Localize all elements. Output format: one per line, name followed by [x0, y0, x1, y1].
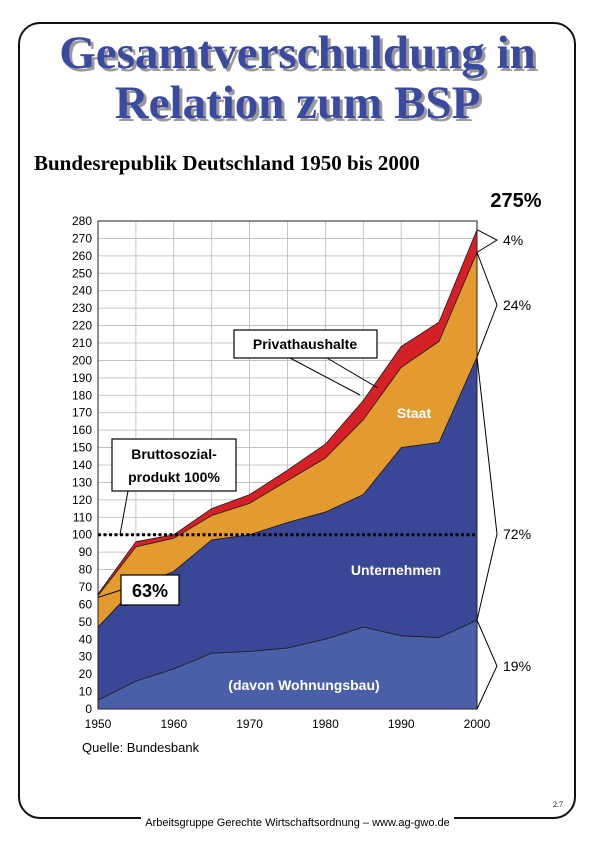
title-line-2: Relation zum BSP: [114, 77, 481, 129]
share-private-bracket: [476, 229, 499, 253]
end-total-label: 275%: [490, 190, 541, 212]
x-tick-label: 1950: [85, 717, 112, 731]
x-tick-label: 1970: [236, 717, 263, 731]
source-note: Quelle: Bundesbank: [82, 740, 200, 755]
footer-text: Arbeitsgruppe Gerechte Wirtschaftsordnun…: [141, 817, 454, 829]
y-tick-label: 90: [79, 545, 93, 559]
y-tick-label: 140: [72, 458, 92, 472]
share-housing-bracket: [476, 619, 498, 710]
area-wohnungsbau: [97, 619, 478, 710]
reference-label-line-2: produkt 100%: [128, 469, 220, 485]
start-total-pointer: [97, 589, 122, 598]
privathaushalte-pointer-1: [289, 357, 361, 396]
privathaushalte-pointer-2: [326, 357, 379, 389]
y-tick-label: 160: [72, 423, 92, 437]
y-tick-label: 50: [79, 615, 93, 629]
privathaushalte-callout: [233, 329, 378, 359]
y-tick-label: 130: [72, 475, 92, 489]
y-tick-label: 60: [79, 597, 93, 611]
y-tick-label: 20: [79, 667, 93, 681]
start-total-label: 63%: [132, 581, 168, 601]
reference-line-callout: [111, 438, 237, 492]
privathaushalte-label: Privathaushalte: [253, 336, 357, 352]
footer: Arbeitsgruppe Gerechte Wirtschaftsordnun…: [0, 817, 595, 829]
share-companies-label: 72%: [503, 526, 531, 542]
wohnungsbau-label: (davon Wohnungsbau): [228, 677, 379, 693]
y-tick-label: 210: [72, 336, 92, 350]
y-tick-label: 30: [79, 650, 93, 664]
chart-areas: [97, 229, 478, 710]
y-tick-label: 150: [72, 441, 92, 455]
y-tick-label: 240: [72, 284, 92, 298]
share-private-label: 4%: [503, 232, 523, 248]
chart-annotations: Bruttosozial-produkt 100% 63% 275% Privatha…: [97, 190, 542, 710]
start-total-box: [120, 574, 180, 606]
y-tick-label: 190: [72, 371, 92, 385]
y-tick-label: 230: [72, 301, 92, 315]
plot-frame: [97, 220, 478, 710]
share-state-bracket: [476, 252, 498, 358]
chart-subtitle: Bundesrepublik Deutschland 1950 bis 2000: [34, 151, 420, 175]
y-tick-label: 110: [73, 510, 92, 524]
y-tick-label: 80: [79, 563, 93, 577]
y-tick-label: 120: [72, 493, 92, 507]
y-tick-label: 220: [72, 319, 92, 333]
x-tick-label: 2000: [464, 717, 491, 731]
y-tick-label: 100: [72, 528, 92, 542]
reference-callout-pointer: [119, 490, 129, 535]
title-line-1: Gesamtverschuldung in: [59, 27, 536, 79]
y-tick-label: 0: [85, 702, 92, 716]
y-tick-label: 280: [72, 214, 92, 228]
chart-axes: 0 10 20 30 40 50 60 70 80 90 100 110 120 130 140 150 160…: [72, 214, 491, 731]
share-housing-label: 19%: [503, 658, 531, 674]
x-tick-label: 1980: [312, 717, 339, 731]
y-tick-label: 70: [79, 580, 93, 594]
y-tick-label: 270: [72, 231, 92, 245]
y-tick-label: 250: [72, 266, 92, 280]
y-tick-label: 170: [72, 406, 92, 420]
reference-label-line-1: Bruttosozial-: [131, 446, 217, 462]
y-tick-label: 180: [72, 388, 92, 402]
x-tick-label: 1960: [160, 717, 187, 731]
page-number: 2.7: [553, 800, 563, 809]
share-state-label: 24%: [503, 297, 531, 313]
share-companies-bracket: [476, 356, 498, 621]
page-title: Gesamtverschuldung in Relation zum BSP: [0, 28, 595, 128]
y-tick-label: 260: [72, 249, 92, 263]
y-tick-label: 10: [79, 685, 93, 699]
y-tick-label: 40: [79, 632, 93, 646]
staat-label: Staat: [397, 405, 432, 421]
unternehmen-label: Unternehmen: [351, 562, 441, 578]
y-tick-label: 200: [72, 353, 92, 367]
x-tick-label: 1990: [388, 717, 415, 731]
